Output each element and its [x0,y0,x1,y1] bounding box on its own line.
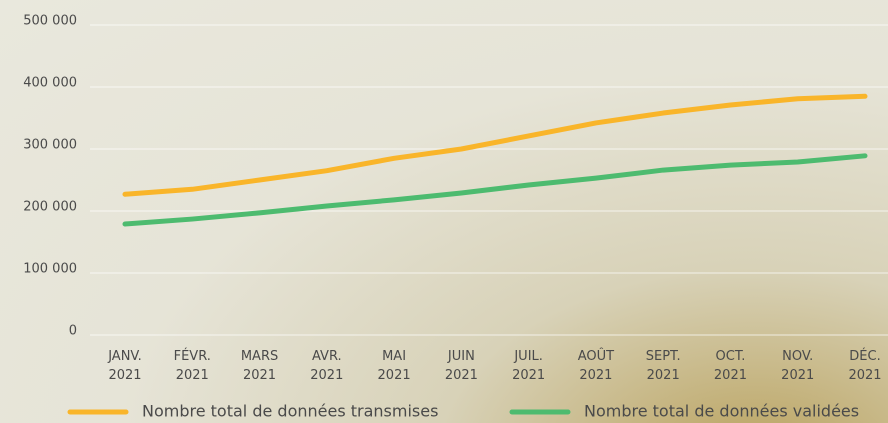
x-tick-label: JANV. 2021 [98,347,152,385]
x-tick-label: DÉC. 2021 [838,347,888,385]
y-tick-label: 200 000 [23,200,77,215]
y-tick-label: 0 [69,324,77,339]
y-tick-label: 500 000 [23,14,77,29]
x-tick-label: JUIN 2021 [434,347,488,385]
y-tick-label: 100 000 [23,262,77,277]
x-tick-label: OCT. 2021 [703,347,757,385]
chart: 0 100 000 200 000 300 000 400 000 500 000 Nomb… [0,0,888,423]
x-tick-label: SEPT. 2021 [636,347,690,385]
y-tick-label: 300 000 [23,138,77,153]
x-tick-label: MARS 2021 [233,347,287,385]
legend-label: Nombre total de données validées [584,402,859,421]
x-tick-label: FÉVR. 2021 [165,347,219,385]
x-tick-label: JUIL. 2021 [502,347,556,385]
x-tick-label: NOV. 2021 [771,347,825,385]
x-tick-label: AVR. 2021 [300,347,354,385]
legend-label: Nombre total de données transmises [142,402,438,421]
x-tick-label: MAI 2021 [367,347,421,385]
series-line [125,96,865,194]
series-line [125,156,865,224]
x-tick-label: AOÛT 2021 [569,347,623,385]
y-tick-label: 400 000 [23,76,77,91]
